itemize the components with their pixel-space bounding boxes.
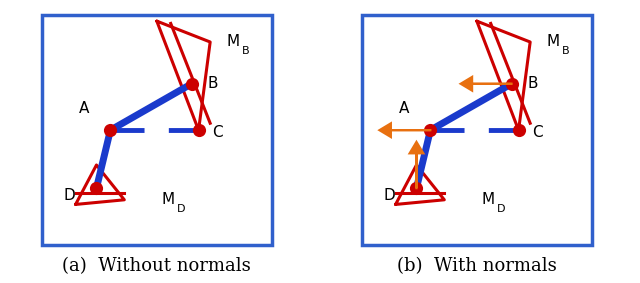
Point bbox=[425, 128, 435, 132]
FancyArrow shape bbox=[410, 142, 424, 188]
Text: C: C bbox=[532, 125, 543, 140]
Point bbox=[92, 186, 102, 190]
Point bbox=[513, 128, 524, 132]
Text: (b)  With normals: (b) With normals bbox=[397, 257, 557, 275]
Text: D: D bbox=[384, 188, 396, 203]
Text: M: M bbox=[227, 35, 239, 50]
Text: C: C bbox=[212, 125, 223, 140]
Point bbox=[186, 82, 196, 86]
Point bbox=[506, 82, 516, 86]
Text: B: B bbox=[561, 46, 569, 56]
Text: D: D bbox=[64, 188, 76, 203]
Text: B: B bbox=[208, 76, 218, 91]
Text: D: D bbox=[497, 204, 505, 214]
Text: A: A bbox=[79, 101, 90, 116]
Text: (a)  Without normals: (a) Without normals bbox=[63, 257, 251, 275]
FancyArrow shape bbox=[380, 123, 430, 137]
Point bbox=[193, 128, 204, 132]
FancyArrow shape bbox=[461, 77, 511, 91]
Text: B: B bbox=[528, 76, 538, 91]
FancyBboxPatch shape bbox=[42, 15, 271, 245]
Point bbox=[105, 128, 115, 132]
Point bbox=[412, 186, 422, 190]
Text: M: M bbox=[161, 192, 175, 207]
Text: M: M bbox=[547, 35, 559, 50]
Text: D: D bbox=[177, 204, 185, 214]
Text: M: M bbox=[481, 192, 495, 207]
FancyBboxPatch shape bbox=[362, 15, 591, 245]
Text: A: A bbox=[399, 101, 410, 116]
Text: B: B bbox=[241, 46, 249, 56]
